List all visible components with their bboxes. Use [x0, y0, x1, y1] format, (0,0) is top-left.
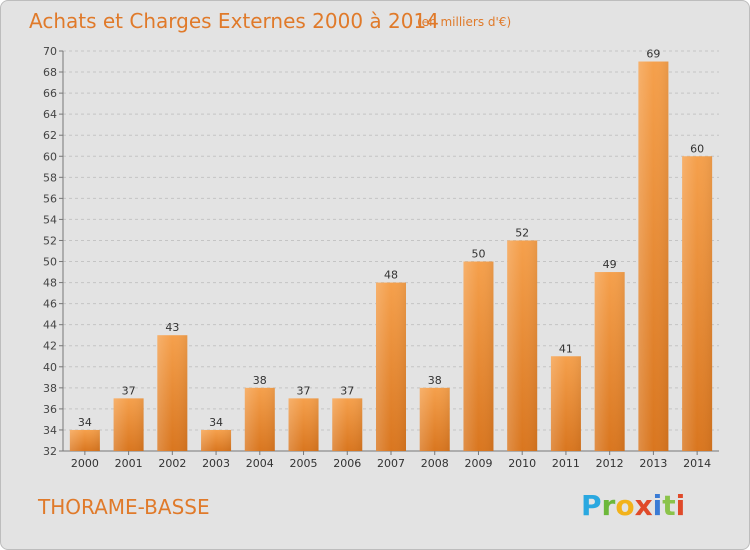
x-tick-label: 2004 — [246, 457, 274, 470]
logo-letter: o — [615, 489, 635, 522]
x-tick-label: 2001 — [115, 457, 143, 470]
data-label: 38 — [428, 374, 442, 387]
data-label: 34 — [209, 416, 223, 429]
y-tick-label: 48 — [43, 277, 57, 290]
data-label: 37 — [122, 384, 136, 397]
y-tick-label: 52 — [43, 234, 57, 247]
data-label: 38 — [253, 374, 267, 387]
bar-shading — [682, 156, 713, 451]
logo-letter: i — [652, 489, 663, 522]
x-tick-label: 2014 — [683, 457, 711, 470]
x-tick-label: 2009 — [464, 457, 492, 470]
data-label: 41 — [559, 342, 573, 355]
y-tick-label: 36 — [43, 403, 57, 416]
logo-letter: r — [601, 489, 616, 522]
bar-shading — [638, 61, 669, 452]
y-tick-label: 34 — [43, 424, 57, 437]
bar-shading — [288, 398, 319, 451]
bar-shading — [507, 240, 538, 451]
bar-shading — [157, 335, 188, 451]
y-tick-label: 68 — [43, 66, 57, 79]
y-tick-label: 62 — [43, 129, 57, 142]
y-tick-label: 64 — [43, 108, 57, 121]
bars — [69, 61, 713, 452]
data-label: 48 — [384, 269, 398, 282]
data-label: 34 — [78, 416, 92, 429]
y-tick-label: 54 — [43, 213, 57, 226]
y-tick-label: 38 — [43, 382, 57, 395]
chart-title: Achats et Charges Externes 2000 à 2014 — [29, 9, 439, 33]
logo-letter: t — [662, 489, 676, 522]
y-tick-label: 44 — [43, 319, 57, 332]
y-tick-label: 70 — [43, 45, 57, 58]
x-tick-label: 2010 — [508, 457, 536, 470]
data-label: 69 — [646, 48, 660, 61]
data-label: 60 — [690, 142, 704, 155]
x-tick-label: 2003 — [202, 457, 230, 470]
place-name: THORAME-BASSE — [38, 495, 210, 519]
x-tick-label: 2007 — [377, 457, 405, 470]
proxiti-logo[interactable]: Proxiti — [581, 489, 685, 522]
y-tick-label: 40 — [43, 361, 57, 374]
y-tick-label: 58 — [43, 171, 57, 184]
x-tick-label: 2013 — [639, 457, 667, 470]
x-tick-label: 2000 — [71, 457, 99, 470]
bar-shading — [550, 356, 581, 451]
x-tick-label: 2008 — [421, 457, 449, 470]
data-labels: 34 37 43 34 38 37 37 48 38 50 52 41 49 69 60 — [78, 48, 704, 429]
bar-shading — [201, 429, 232, 451]
y-tick-label: 56 — [43, 192, 57, 205]
data-label: 52 — [515, 226, 529, 239]
x-tick-label: 2011 — [552, 457, 580, 470]
bar-shading — [463, 261, 494, 451]
logo-letter: x — [634, 489, 653, 522]
y-tick-label: 42 — [43, 340, 57, 353]
y-tick-label: 50 — [43, 256, 57, 269]
data-label: 37 — [297, 384, 311, 397]
y-tick-label: 66 — [43, 87, 57, 100]
data-label: 37 — [340, 384, 354, 397]
x-tick-label: 2002 — [158, 457, 186, 470]
bar-shading — [594, 272, 625, 451]
bar-shading — [113, 398, 144, 451]
x-tick-label: 2012 — [596, 457, 624, 470]
data-label: 43 — [165, 321, 179, 334]
x-tick-label: 2006 — [333, 457, 361, 470]
data-label: 49 — [603, 258, 617, 271]
bar-shading — [244, 387, 275, 451]
logo-letter: P — [581, 489, 602, 522]
bar-shading — [376, 282, 406, 451]
chart-subtitle: (en milliers d'€) — [417, 15, 512, 29]
data-label: 50 — [471, 248, 485, 261]
bar-shading — [419, 387, 450, 451]
y-tick-label: 32 — [43, 445, 57, 458]
logo-letter: i — [675, 489, 686, 522]
x-tick-label: 2005 — [290, 457, 318, 470]
bar-shading — [332, 398, 363, 451]
bar-shading — [69, 429, 100, 451]
y-tick-label: 46 — [43, 298, 57, 311]
y-tick-label: 60 — [43, 150, 57, 163]
